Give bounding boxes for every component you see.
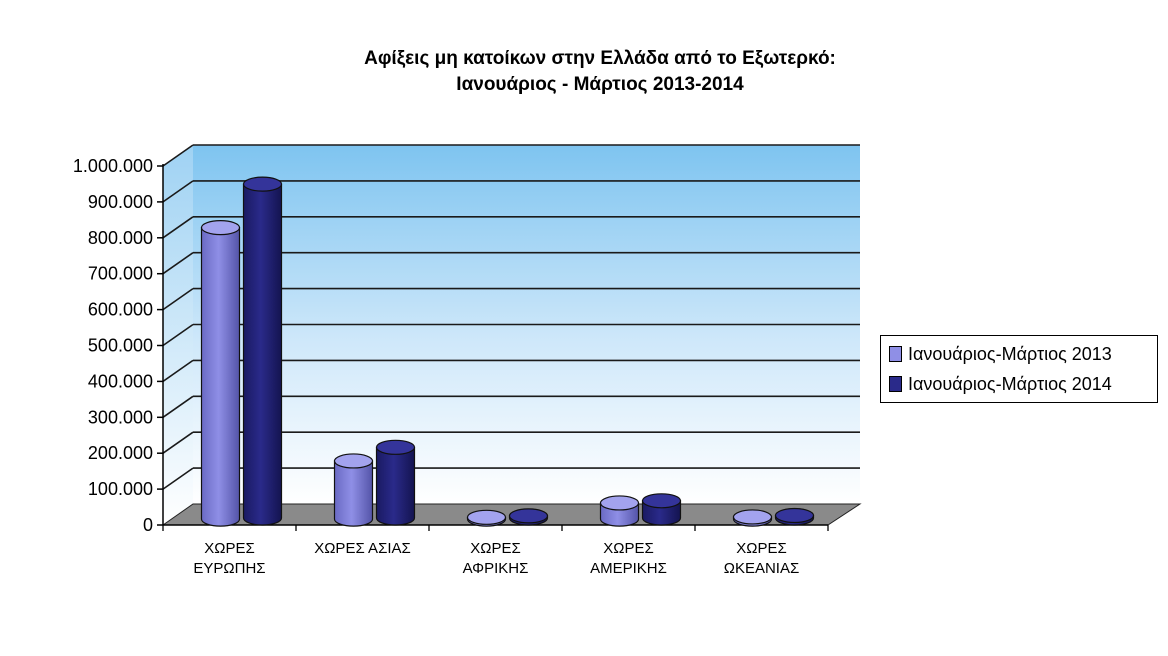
y-tick-label: 100.000 [88,479,153,499]
gridline-side [162,323,194,347]
gridline-side [162,359,194,383]
bar-2-0 [466,509,507,527]
bar-3-0 [599,495,640,527]
bar-body [375,446,416,526]
y-tick-label: 600.000 [88,300,153,320]
bar-top [200,220,241,236]
y-tick-label: 500.000 [88,336,153,356]
y-tick-label: 700.000 [88,264,153,284]
x-tick-label: ΧΩΡΕΣ ΩΚΕΑΝΙΑΣ [702,539,822,579]
y-tick-label: 900.000 [88,192,153,212]
x-tick-label-line: ΧΩΡΕΣ [204,540,255,557]
x-tick-label-line: ΕΥΡΩΠΗΣ [193,560,266,577]
bar-4-1 [774,507,815,526]
bar-top [599,495,640,511]
legend-swatch-2014 [889,376,902,392]
legend-item-2013: Ιανουάριος-Μάρτιος 2013 [889,342,1157,366]
x-tick-label: ΧΩΡΕΣ ΑΜΕΡΙΚΗΣ [569,539,689,579]
bar-0-0 [200,220,241,527]
bar-top [508,508,549,524]
x-tick-label-line: ΧΩΡΕΣ ΑΣΙΑΣ [314,540,411,557]
x-tick-label: ΧΩΡΕΣ ΑΦΡΙΚΗΣ [436,539,556,579]
bar-body [333,460,374,527]
bar-3-1 [641,493,682,526]
bar-body [242,183,283,526]
bar-top [242,176,283,192]
legend-label-2014: Ιανουάριος-Μάρτιος 2014 [908,373,1112,394]
y-tick-label: 200.000 [88,443,153,463]
chart-title-line-2: Ιανουάριος - Μάρτιος 2013-2014 [456,74,744,95]
chart-title-line-1: Αφίξεις μη κατοίκων στην Ελλάδα από το Ε… [364,48,836,69]
y-tick-label: 300.000 [88,407,153,427]
x-tick-label: ΧΩΡΕΣ ΕΥΡΩΠΗΣ [170,539,290,579]
bar-body [200,227,241,527]
gridline-side [162,431,194,454]
y-tick-label: 1.000.000 [73,156,153,176]
x-tick-label-line: ΑΜΕΡΙΚΗΣ [590,560,667,577]
gridline-side [162,180,194,203]
bar-4-0 [732,509,773,527]
bar-top [466,509,507,525]
bar-top [375,439,416,455]
chart-legend: Ιανουάριος-Μάρτιος 2013 Ιανουάριος-Μάρτι… [880,335,1158,403]
y-tick-label: 800.000 [88,228,153,248]
legend-label-2013: Ιανουάριος-Μάρτιος 2013 [908,343,1112,364]
bar-top [774,507,815,524]
chart-title: Αφίξεις μη κατοίκων στην Ελλάδα από το Ε… [280,46,920,98]
bar-2-1 [508,508,549,526]
legend-item-2014: Ιανουάριος-Μάρτιος 2014 [889,372,1157,396]
x-tick-label-line: ΑΦΡΙΚΗΣ [462,560,529,577]
gridline-side [162,287,194,311]
bar-1-1 [375,439,416,526]
y-tick-label: 400.000 [88,371,153,391]
bar-top [333,453,374,469]
x-tick-label-line: ΧΩΡΕΣ [470,540,521,557]
gridline-side [162,252,194,275]
bar-top [641,493,682,509]
gridline-side [162,144,194,167]
bar-0-1 [242,176,283,526]
y-tick-label: 0 [143,515,153,535]
x-tick-label-line: ΩΚΕΑΝΙΑΣ [723,560,800,577]
gridline-side [162,395,194,418]
bar-1-0 [333,453,374,527]
x-tick-label: ΧΩΡΕΣ ΑΣΙΑΣ [303,539,423,559]
x-tick-label-line: ΧΩΡΕΣ [603,540,654,557]
legend-swatch-2013 [889,346,902,362]
x-tick-label-line: ΧΩΡΕΣ [736,540,787,557]
bar-top [732,509,773,525]
gridline-side [162,467,194,490]
gridline-side [162,216,194,239]
